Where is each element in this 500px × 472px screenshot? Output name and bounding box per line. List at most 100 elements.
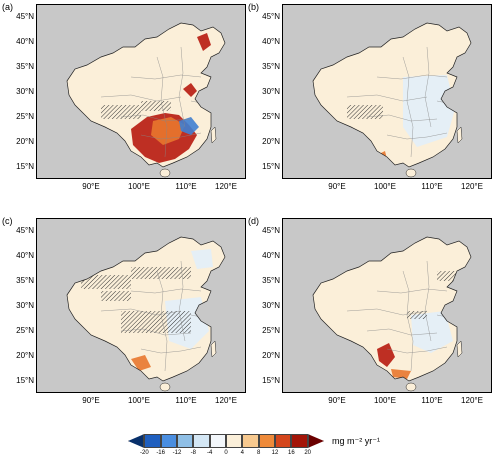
country-border (312, 22, 472, 168)
lat-label: 35°N (16, 276, 34, 285)
land-b (313, 23, 471, 167)
colorbar-segment (193, 434, 210, 448)
province-border (346, 94, 428, 102)
lat-label: 30°N (262, 301, 280, 310)
colorbar-segment (258, 434, 275, 448)
province-border (140, 132, 202, 140)
map-frame-d (282, 218, 492, 393)
value-patch (183, 83, 197, 97)
lat-label: 15°N (262, 162, 280, 171)
lon-label: 100°E (374, 182, 396, 191)
colorbar-tick: -8 (190, 450, 196, 456)
province-border (346, 308, 428, 316)
lat-label: 35°N (262, 276, 280, 285)
significance-hatch (141, 101, 171, 111)
china-outline-c (66, 236, 226, 392)
colorbar-segment (291, 434, 308, 448)
province-border (402, 56, 414, 158)
colorbar-segment (177, 434, 194, 448)
map-a (66, 22, 226, 178)
lat-label: 15°N (262, 376, 280, 385)
lon-label: 120°E (461, 396, 483, 405)
lat-label: 35°N (262, 62, 280, 71)
province-border (376, 74, 448, 80)
province-border (120, 328, 192, 336)
lat-label: 30°N (16, 301, 34, 310)
country-border (66, 236, 226, 382)
taiwan-island (456, 126, 463, 144)
colorbar-tick: 0 (224, 450, 228, 456)
lat-label: 40°N (262, 251, 280, 260)
lon-label: 110°E (421, 182, 443, 191)
hainan-island (159, 382, 171, 392)
colorbar-tick: 20 (304, 450, 311, 456)
lat-label: 45°N (262, 226, 280, 235)
taiwan-island (456, 340, 463, 358)
significance-hatch (437, 271, 457, 281)
lon-label: 120°E (215, 182, 237, 191)
province-border (100, 94, 182, 102)
lat-label: 30°N (16, 87, 34, 96)
lon-label: 90°E (328, 182, 346, 191)
lat-label: 20°N (16, 351, 34, 360)
lat-label: 40°N (16, 251, 34, 260)
lon-label: 120°E (461, 182, 483, 191)
lat-label: 15°N (16, 376, 34, 385)
map-d (312, 236, 472, 392)
significance-hatch (347, 105, 383, 119)
map-frame-c (36, 218, 246, 393)
lat-label: 45°N (262, 12, 280, 21)
colorbar-segment (144, 434, 161, 448)
lon-label: 110°E (175, 182, 197, 191)
lon-label: 90°E (82, 182, 100, 191)
lon-label: 100°E (128, 182, 150, 191)
lat-label: 25°N (262, 326, 280, 335)
lat-label: 25°N (262, 112, 280, 121)
province-border (376, 288, 448, 294)
significance-hatch (131, 267, 191, 279)
value-patch (131, 355, 151, 371)
lat-label: 40°N (16, 37, 34, 46)
colorbar-tick: 4 (240, 450, 244, 456)
colorbar-tick: 16 (287, 450, 295, 456)
map-frame-a (36, 4, 246, 179)
colorbar-tick: 12 (271, 450, 279, 456)
colorbar-segment (307, 434, 324, 448)
province-border (130, 74, 202, 80)
colorbar: -20 -16 -12 -8 -4 0 4 8 12 16 20 (128, 434, 324, 456)
province-border (424, 46, 432, 128)
value-patch (391, 369, 411, 379)
significance-hatch (121, 311, 191, 333)
colorbar-segment (275, 434, 292, 448)
significance-hatch (101, 105, 141, 119)
colorbar-tick: -16 (156, 450, 165, 456)
colorbar-segment (128, 434, 145, 448)
map-b (312, 22, 472, 178)
lat-label: 15°N (16, 162, 34, 171)
province-border (386, 132, 448, 140)
taiwan-island (210, 340, 217, 358)
country-border (312, 236, 472, 382)
lat-label: 45°N (16, 226, 34, 235)
lon-label: 90°E (328, 396, 346, 405)
colorbar-tick: -20 (139, 450, 149, 456)
province-border (386, 346, 448, 354)
province-border (366, 114, 438, 122)
hainan-island (405, 382, 417, 392)
map-c (66, 236, 226, 392)
province-border (130, 288, 202, 294)
lat-label: 20°N (262, 137, 280, 146)
colorbar-tick: -4 (206, 450, 213, 456)
province-border (120, 114, 192, 122)
significance-hatch (101, 291, 131, 301)
china-outline-a (66, 22, 226, 178)
panel-d: (d) (248, 216, 492, 393)
lat-label: 45°N (16, 12, 34, 21)
colorbar-segment (209, 434, 226, 448)
lat-label: 35°N (16, 62, 34, 71)
panel-c: (c) (2, 216, 246, 393)
country-border (66, 22, 226, 168)
colorbar-segment (242, 434, 259, 448)
panel-b: (b) (248, 2, 492, 179)
panel-label-b: (b) (248, 2, 259, 12)
